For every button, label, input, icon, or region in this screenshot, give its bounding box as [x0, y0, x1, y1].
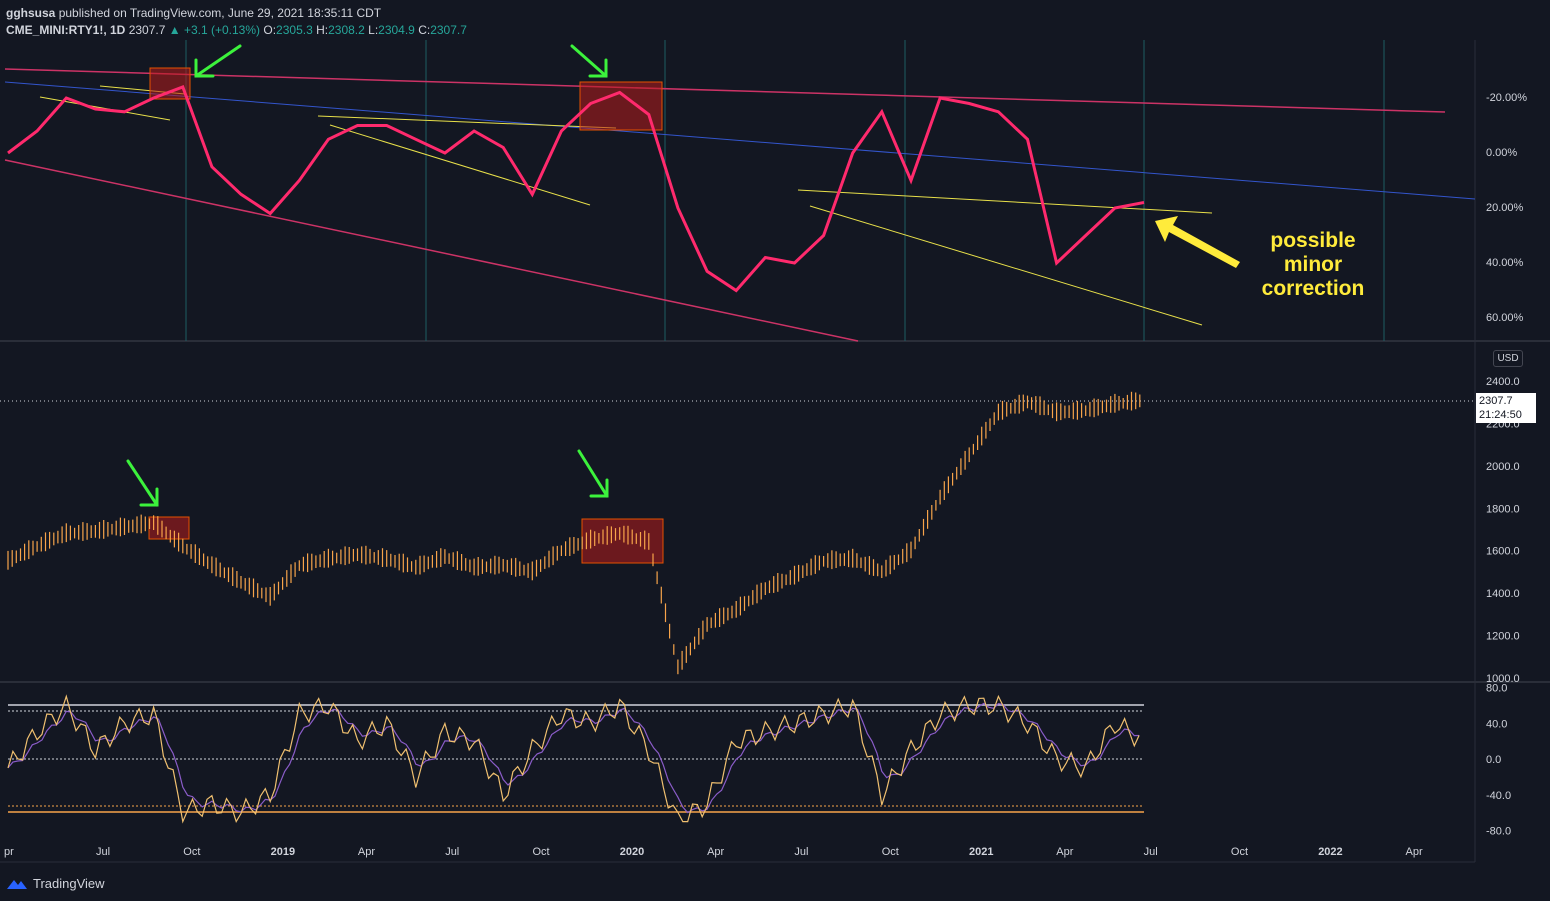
oscillator-scale: 80.0 40.0 0.0 -40.0 -80.0 — [1486, 683, 1511, 838]
time-tick-label: Oct — [882, 846, 899, 858]
upper-tick-label: -20.00% — [1486, 92, 1527, 104]
high-label: H: — [316, 23, 329, 37]
time-tick-label: Jul — [445, 846, 459, 858]
last-price-tag-value: 2307.7 — [1479, 395, 1513, 407]
time-tick-label: Jul — [96, 846, 110, 858]
low-label: L: — [368, 23, 379, 37]
symbol-info: CME_MINI:RTY1!, 1D 2307.7 ▲ +3.1 (+0.13%… — [6, 23, 467, 37]
low-value: 2304.9 — [378, 23, 415, 37]
time-tick-label: 2019 — [271, 846, 295, 858]
brand-name: TradingView — [33, 876, 105, 891]
oscillator-tick-label: 40.0 — [1486, 718, 1507, 730]
oscillator-tick-label: 80.0 — [1486, 683, 1507, 695]
annotation-line-3: correction — [1262, 277, 1365, 300]
price-tick-label: 2000.0 — [1486, 461, 1520, 473]
time-axis[interactable]: pr Jul Oct 2019 Apr Jul Oct 2020 Apr Jul Oct 2021 Ap… — [4, 846, 1423, 858]
publish-info: gghsusa published on TradingView.com, Ju… — [6, 6, 381, 20]
annotation-line-1: possible — [1270, 229, 1355, 252]
trend-line — [329, 124, 591, 206]
price-tick-label: 1000.0 — [1486, 673, 1520, 685]
price-candles[interactable] — [7, 391, 1141, 675]
up-triangle-icon: ▲ — [168, 23, 181, 37]
highlight-box[interactable] — [148, 516, 190, 540]
time-tick-label: 2020 — [620, 846, 644, 858]
close-label: C: — [418, 23, 431, 37]
oscillator-tick-label: 0.0 — [1486, 754, 1501, 766]
price-tick-label: 1600.0 — [1486, 546, 1520, 558]
upper-tick-label: 20.00% — [1486, 202, 1524, 214]
price-scale: 2400.02200.02000.01800.01600.01400.01200… — [1486, 376, 1520, 685]
price-change: +3.1 (+0.13%) — [183, 23, 261, 37]
time-tick-label: Oct — [183, 846, 200, 858]
last-price: 2307.7 — [128, 23, 166, 37]
arrow-icon — [570, 44, 608, 78]
trend-line — [797, 189, 1213, 214]
arrow-icon — [577, 449, 609, 498]
cycle-lines — [185, 40, 1385, 341]
upper-tick-label: 40.00% — [1486, 257, 1524, 269]
trend-line — [809, 205, 1203, 326]
last-price-tag: 2307.7 21:24:50 — [1476, 393, 1536, 423]
time-tick-label: Jul — [1144, 846, 1158, 858]
high-value: 2308.2 — [328, 23, 365, 37]
arrow-icon — [194, 44, 242, 78]
time-tick-label: Oct — [533, 846, 550, 858]
price-tick-label: 2400.0 — [1486, 376, 1520, 388]
arrow-icon — [1155, 216, 1240, 268]
time-tick-label: Jul — [794, 846, 808, 858]
arrow-icon — [126, 459, 159, 507]
oscillator-tick-label: -80.0 — [1486, 826, 1511, 838]
highlight-box[interactable] — [579, 81, 663, 131]
time-tick-label: 2021 — [969, 846, 993, 858]
time-tick-label: Apr — [358, 846, 375, 858]
open-label: O: — [263, 23, 277, 37]
indicator-line[interactable] — [7, 85, 1145, 293]
open-value: 2305.3 — [276, 23, 313, 37]
tradingview-logo-icon — [7, 879, 27, 889]
time-tick-label: pr — [4, 846, 14, 858]
price-tick-label: 1800.0 — [1486, 503, 1520, 515]
upper-price-scale: -20.00% 0.00% 20.00% 40.00% 60.00% — [1486, 92, 1527, 324]
currency-button[interactable]: USD — [1493, 350, 1523, 367]
author-name[interactable]: gghsusa — [6, 6, 56, 20]
upper-tick-label: 0.00% — [1486, 147, 1517, 159]
oscillator-fast-line[interactable] — [7, 694, 1140, 824]
countdown-timer: 21:24:50 — [1479, 409, 1522, 421]
time-tick-label: Apr — [1406, 846, 1423, 858]
publish-text: published on TradingView.com, June 29, 2… — [58, 6, 382, 20]
oscillator-tick-label: -40.0 — [1486, 790, 1511, 802]
annotation-line-2: minor — [1284, 253, 1342, 276]
time-tick-label: 2022 — [1318, 846, 1342, 858]
tradingview-footer[interactable]: TradingView — [6, 876, 105, 891]
highlight-box[interactable] — [149, 67, 191, 100]
close-value: 2307.7 — [430, 23, 467, 37]
channel-bottom-line[interactable] — [4, 159, 859, 342]
price-tick-label: 1200.0 — [1486, 631, 1520, 643]
channel-top-line[interactable] — [4, 68, 1446, 113]
upper-tick-label: 60.00% — [1486, 312, 1524, 324]
channel-mid-line[interactable] — [4, 81, 1476, 200]
symbol-label[interactable]: CME_MINI:RTY1!, 1D — [6, 23, 126, 37]
price-tick-label: 1400.0 — [1486, 588, 1520, 600]
time-tick-label: Apr — [1056, 846, 1073, 858]
time-tick-label: Apr — [707, 846, 724, 858]
time-tick-label: Oct — [1231, 846, 1248, 858]
